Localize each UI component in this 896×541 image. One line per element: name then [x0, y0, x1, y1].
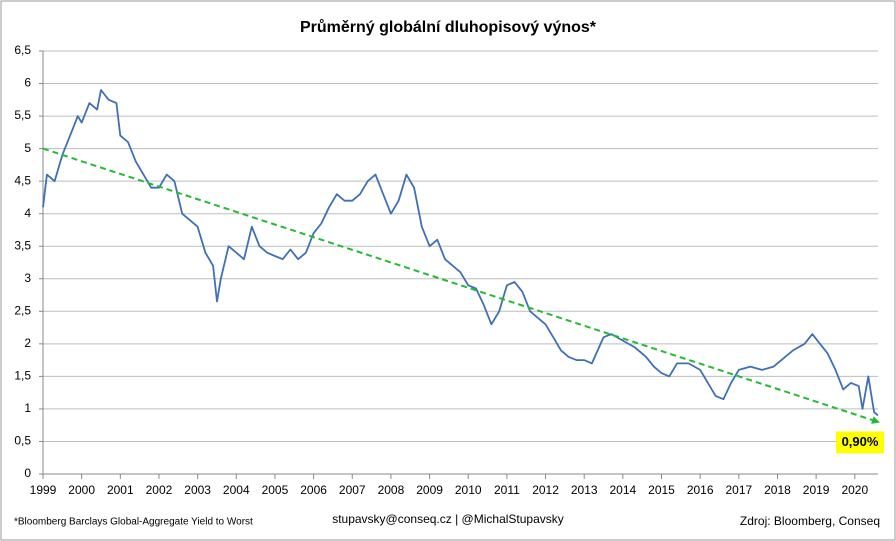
y-tick-label: 4,5 — [14, 173, 31, 187]
yield-line — [42, 89, 879, 417]
x-tick-label: 1999 — [30, 483, 57, 497]
y-tick-label: 0,5 — [14, 434, 31, 448]
footnote: *Bloomberg Barclays Global-Aggregate Yie… — [14, 517, 253, 528]
x-tick-label: 2016 — [687, 483, 714, 497]
x-tick-label: 2013 — [571, 483, 598, 497]
trend-line — [42, 147, 880, 424]
x-tick-label: 2015 — [648, 483, 675, 497]
y-tick-label: 2 — [24, 336, 31, 350]
x-tick-label: 2007 — [339, 483, 366, 497]
x-tick-label: 2017 — [725, 483, 752, 497]
y-tick-label: 6 — [24, 76, 31, 90]
annotation-label: 0,90% — [842, 434, 879, 449]
x-tick-label: 2006 — [300, 483, 327, 497]
x-tick-label: 2002 — [146, 483, 173, 497]
x-tick-label: 2004 — [223, 483, 250, 497]
y-tick-label: 1,5 — [14, 369, 31, 383]
x-tick-label: 2003 — [184, 483, 211, 497]
y-tick-label: 5,5 — [14, 108, 31, 122]
x-tick-label: 2000 — [68, 483, 95, 497]
x-tick-label: 2019 — [803, 483, 830, 497]
x-tick-label: 2008 — [378, 483, 405, 497]
x-tick-label: 2020 — [841, 483, 868, 497]
x-tick-label: 2014 — [610, 483, 637, 497]
y-tick-label: 3,5 — [14, 238, 31, 252]
x-tick-label: 2010 — [455, 483, 482, 497]
source: Zdroj: Bloomberg, Conseq — [740, 514, 880, 528]
y-tick-label: 6,5 — [14, 43, 31, 57]
x-tick-label: 2009 — [416, 483, 443, 497]
x-tick-label: 2012 — [532, 483, 559, 497]
y-tick-label: 3 — [24, 271, 31, 285]
y-tick-label: 4 — [24, 206, 31, 220]
y-tick-label: 2,5 — [14, 303, 31, 317]
x-tick-label: 2005 — [262, 483, 289, 497]
y-tick-label: 1 — [24, 401, 31, 415]
x-tick-label: 2011 — [494, 483, 520, 497]
y-tick-label: 0 — [24, 466, 31, 480]
y-tick-label: 5 — [24, 141, 31, 155]
annotation-box — [836, 431, 884, 454]
x-tick-label: 2001 — [107, 483, 134, 497]
x-tick-label: 2018 — [764, 483, 791, 497]
chart-title: Průměrný globální dluhopisový výnos* — [300, 19, 597, 36]
contact: stupavsky@conseq.cz | @MichalStupavsky — [332, 512, 564, 526]
